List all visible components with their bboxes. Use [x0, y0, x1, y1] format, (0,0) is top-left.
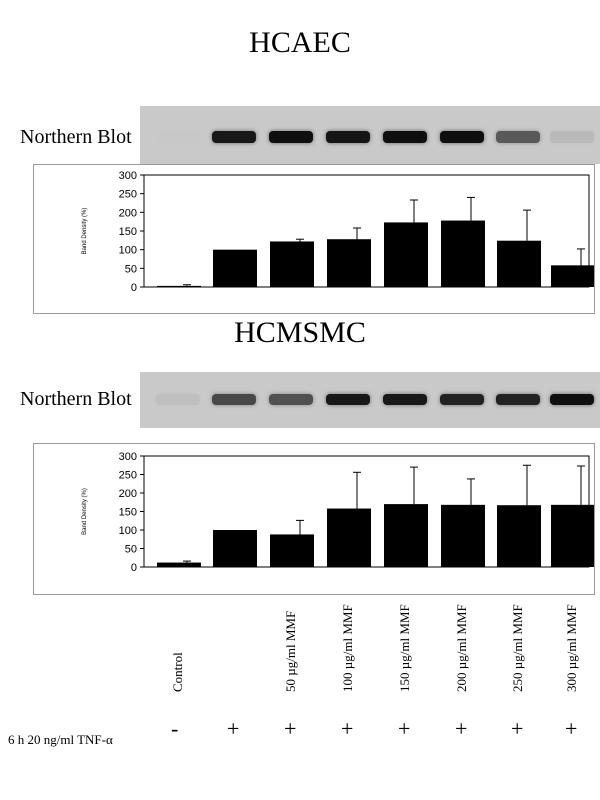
y-axis-label: Band Density (%) [82, 488, 88, 535]
bar-6 [497, 505, 541, 567]
chart-box-hcaec: 0 50 100 150 200 250 300 Band Density (%) [33, 164, 595, 314]
tnf-plus-sign: + [398, 716, 411, 741]
blot-band [156, 394, 200, 405]
bar-1 [213, 249, 257, 287]
blot-band [269, 131, 313, 143]
bar-chart-hcmsmc: 0 50 100 150 200 250 300 Band Density (%) [82, 451, 595, 574]
tnf-plus-sign: + [565, 716, 578, 741]
y-axis-label: Band Density (%) [82, 208, 88, 255]
tnf-treatment-label: 6 h 20 ng/ml TNF-α [8, 732, 113, 747]
northern-blot-image-hcmsmc [140, 372, 600, 428]
bar-6 [497, 240, 541, 287]
condition-label-0: Control [170, 652, 185, 692]
condition-label-3: 100 µg/ml MMF [340, 604, 355, 692]
y-tick-label: 300 [119, 170, 137, 182]
blot-band [440, 131, 484, 143]
bar-3 [327, 508, 371, 567]
bar-0 [157, 562, 201, 567]
blot-band [156, 131, 200, 143]
blot-band [212, 131, 256, 143]
bar-7 [551, 265, 595, 287]
tnf-plus-sign: + [227, 716, 240, 741]
y-tick-label: 50 [125, 263, 137, 275]
blot-label-hcmsmc: Northern Blot [20, 388, 132, 410]
y-tick-label: 150 [119, 507, 137, 519]
blot-band [383, 394, 427, 405]
blot-band [550, 131, 594, 143]
condition-label-6: 250 µg/ml MMF [510, 604, 525, 692]
y-tick-label: 200 [119, 207, 137, 219]
blot-band [550, 394, 594, 405]
blot-band [269, 394, 313, 405]
bar-5 [441, 504, 485, 567]
condition-label-7: 300 µg/ml MMF [564, 604, 579, 692]
blot-band [496, 394, 540, 405]
y-tick-label: 150 [119, 226, 137, 238]
panel-title-hcaec: HCAEC [249, 26, 351, 59]
bar-1 [213, 530, 257, 567]
blot-band [212, 394, 256, 405]
blot-band [496, 131, 540, 143]
blot-band [326, 394, 370, 405]
y-tick-label: 0 [131, 282, 137, 294]
condition-label-4: 150 µg/ml MMF [397, 604, 412, 692]
bar-4 [384, 222, 428, 287]
bar-0 [157, 285, 201, 287]
blot-band [383, 131, 427, 143]
blot-band [326, 131, 370, 143]
y-tick-label: 100 [119, 525, 137, 537]
tnf-plus-sign: + [455, 716, 468, 741]
y-tick-label: 250 [119, 470, 137, 482]
y-tick-label: 50 [125, 544, 137, 556]
condition-label-2: 50 µg/ml MMF [283, 610, 298, 692]
y-tick-label: 250 [119, 189, 137, 201]
blot-band [440, 394, 484, 405]
bar-4 [384, 504, 428, 567]
bar-3 [327, 239, 371, 287]
y-tick-label: 200 [119, 488, 137, 500]
bar-chart-hcaec: 0 50 100 150 200 250 300 Band Density (%) [82, 170, 595, 294]
tnf-plus-sign: + [284, 716, 297, 741]
chart-box-hcmsmc: 0 50 100 150 200 250 300 Band Density (%) [33, 443, 595, 595]
tnf-plus-sign: + [341, 716, 354, 741]
y-tick-label: 100 [119, 245, 137, 257]
blot-label-hcaec: Northern Blot [20, 126, 132, 148]
condition-label-5: 200 µg/ml MMF [454, 604, 469, 692]
bar-7 [551, 504, 595, 567]
y-tick-label: 300 [119, 451, 137, 463]
bar-2 [270, 534, 314, 567]
bar-5 [441, 220, 485, 287]
bar-2 [270, 241, 314, 287]
tnf-minus-sign: - [171, 716, 179, 741]
y-tick-label: 0 [131, 562, 137, 574]
northern-blot-image-hcaec [140, 106, 600, 164]
panel-title-hcmsmc: HCMSMC [234, 316, 366, 349]
tnf-plus-sign: + [511, 716, 524, 741]
